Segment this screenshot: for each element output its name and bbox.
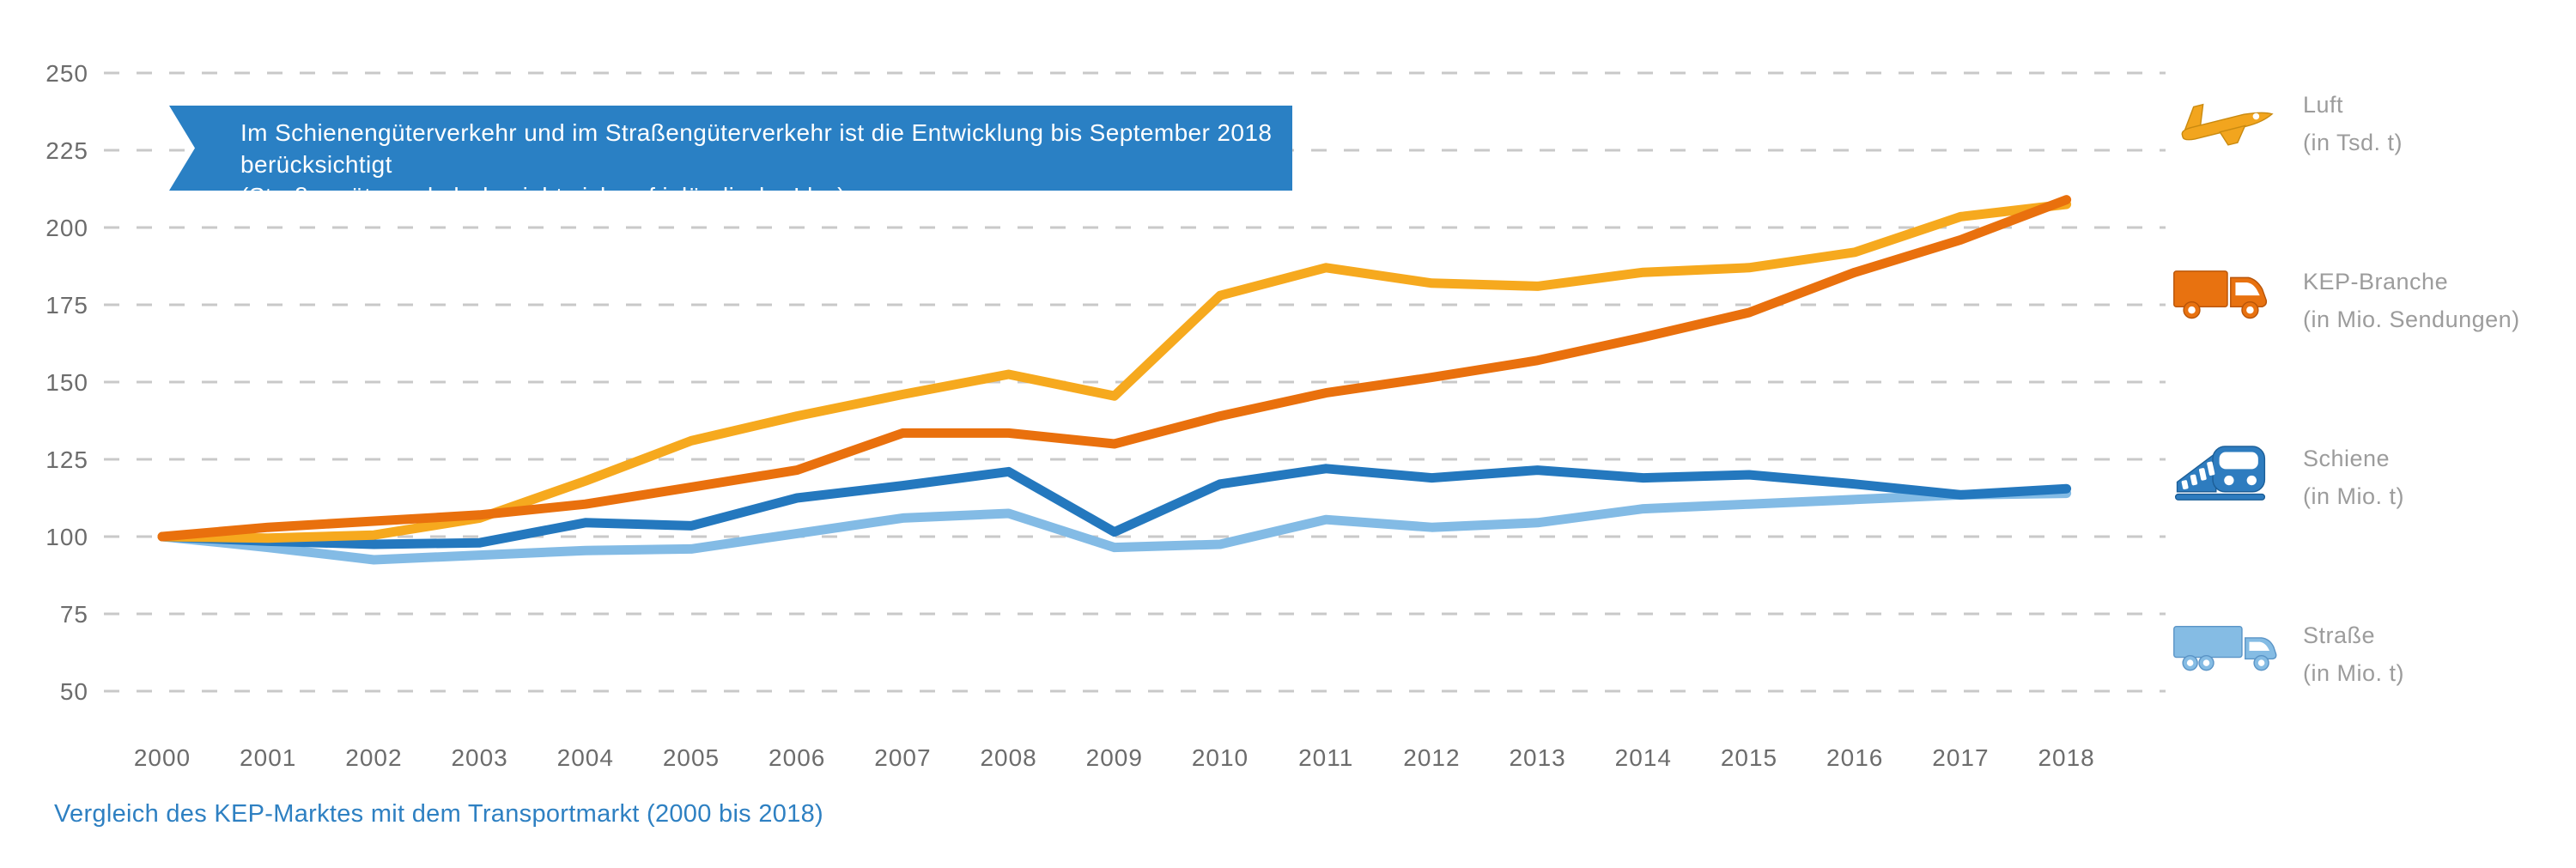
x-tick-label-2005: 2005 bbox=[663, 744, 720, 771]
truck-icon bbox=[2171, 615, 2284, 687]
x-tick-label-2012: 2012 bbox=[1403, 744, 1460, 771]
delivery-van-icon bbox=[2171, 261, 2284, 333]
legend-item-luft: Luft (in Tsd. t) bbox=[2171, 84, 2549, 261]
chart-caption: Vergleich des KEP-Marktes mit dem Transp… bbox=[54, 800, 824, 828]
legend-item-strasse: Straße (in Mio. t) bbox=[2171, 615, 2549, 792]
callout-line-1: Im Schienengüterverkehr und im Straßengü… bbox=[240, 119, 1273, 178]
x-tick-label-2009: 2009 bbox=[1086, 744, 1143, 771]
y-tick-label-150: 150 bbox=[46, 369, 88, 396]
legend-unit-luft: (in Tsd. t) bbox=[2303, 130, 2403, 155]
legend-item-kep: KEP-Branche (in Mio. Sendungen) bbox=[2171, 261, 2549, 438]
x-tick-label-2010: 2010 bbox=[1192, 744, 1249, 771]
legend-label-luft: Luft bbox=[2303, 92, 2344, 118]
series-line-kep bbox=[157, 195, 2072, 542]
x-tick-label-2007: 2007 bbox=[874, 744, 931, 771]
x-tick-label-2015: 2015 bbox=[1721, 744, 1777, 771]
y-tick-label-225: 225 bbox=[46, 137, 88, 164]
gridlines: 50 75 100 125 150 175 200 225 250 bbox=[46, 60, 2166, 705]
y-tick-label-100: 100 bbox=[46, 524, 88, 550]
x-tick-label-2000: 2000 bbox=[134, 744, 191, 771]
y-tick-label-50: 50 bbox=[60, 678, 88, 705]
callout-line-2: (Straßengüterverkehr bezieht sich auf in… bbox=[240, 183, 854, 209]
x-tick-label-2003: 2003 bbox=[451, 744, 507, 771]
chart-legend: Luft (in Tsd. t) KEP-Branche (in Mio. Se… bbox=[2171, 84, 2549, 792]
y-tick-label-75: 75 bbox=[60, 601, 88, 628]
legend-label-kep: KEP-Branche bbox=[2303, 269, 2449, 294]
legend-unit-strasse: (in Mio. t) bbox=[2303, 660, 2405, 686]
y-tick-label-125: 125 bbox=[46, 446, 88, 473]
x-axis-labels: 2000 2001 2002 2003 2004 2005 2006 2007 2008 2009… bbox=[134, 744, 2094, 771]
x-tick-label-2011: 2011 bbox=[1298, 744, 1353, 771]
x-tick-label-2004: 2004 bbox=[557, 744, 614, 771]
legend-unit-schiene: (in Mio. t) bbox=[2303, 483, 2405, 509]
legend-label-schiene: Schiene bbox=[2303, 446, 2391, 471]
airplane-icon bbox=[2171, 84, 2284, 156]
callout-banner: Im Schienengüterverkehr und im Straßengü… bbox=[169, 106, 1292, 191]
y-tick-label-200: 200 bbox=[46, 215, 88, 241]
series-line-strasse bbox=[157, 489, 2072, 565]
x-tick-label-2014: 2014 bbox=[1615, 744, 1672, 771]
train-icon bbox=[2171, 438, 2284, 510]
y-tick-label-175: 175 bbox=[46, 292, 88, 319]
legend-label-strasse: Straße bbox=[2303, 622, 2376, 648]
series-lines bbox=[157, 195, 2072, 565]
x-tick-label-2002: 2002 bbox=[345, 744, 402, 771]
x-tick-label-2017: 2017 bbox=[1932, 744, 1989, 771]
x-tick-label-2013: 2013 bbox=[1509, 744, 1565, 771]
series-line-luft bbox=[157, 199, 2072, 543]
legend-unit-kep: (in Mio. Sendungen) bbox=[2303, 307, 2520, 332]
x-tick-label-2016: 2016 bbox=[1826, 744, 1883, 771]
x-tick-label-2018: 2018 bbox=[2038, 744, 2094, 771]
series-line-schiene bbox=[157, 464, 2072, 549]
x-tick-label-2006: 2006 bbox=[769, 744, 825, 771]
x-tick-label-2008: 2008 bbox=[980, 744, 1036, 771]
x-tick-label-2001: 2001 bbox=[240, 744, 296, 771]
legend-item-schiene: Schiene (in Mio. t) bbox=[2171, 438, 2549, 615]
y-tick-label-250: 250 bbox=[46, 60, 88, 87]
